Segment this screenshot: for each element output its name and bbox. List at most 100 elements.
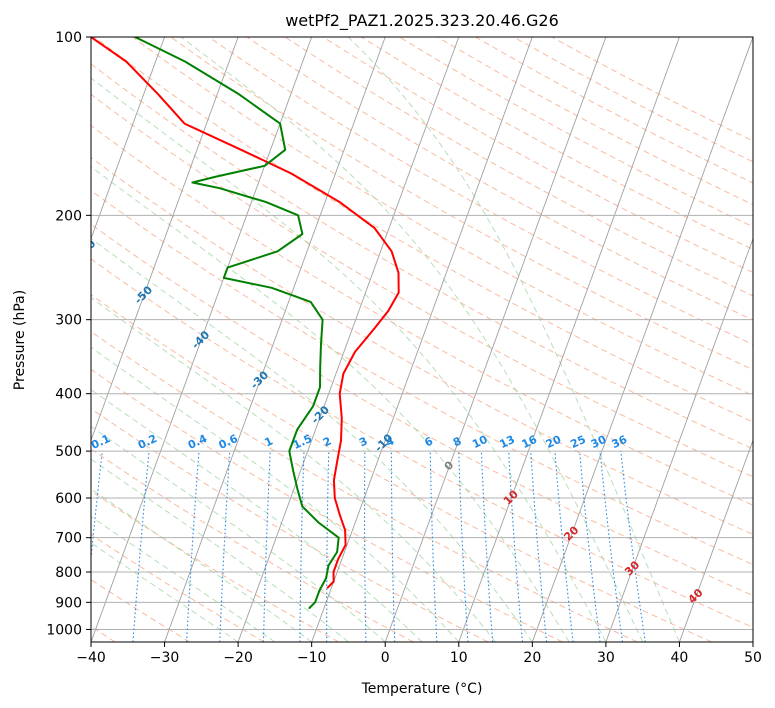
x-tick-label: 0 — [381, 650, 390, 666]
dry-adiabat-line — [91, 93, 753, 478]
temperature-profile-line — [91, 37, 400, 589]
isotherm-label: 20 — [561, 523, 581, 543]
mixing-ratio-label: 0.6 — [217, 432, 240, 452]
mixing-ratio-lines — [91, 451, 646, 642]
isotherm-label: -30 — [248, 368, 271, 391]
isotherm-line — [311, 37, 533, 642]
mixing-ratio-label: 25 — [568, 433, 587, 451]
dry-adiabat-line — [91, 156, 753, 536]
moist-adiabat-line — [91, 458, 349, 642]
x-axis-ticks: −40 −30 −20 −10 0 10 20 30 40 50 — [76, 642, 762, 666]
y-tick-label: 1000 — [46, 622, 82, 638]
mixing-ratio-line — [579, 451, 601, 642]
y-tick-label: 500 — [55, 444, 82, 460]
moist-adiabat-line — [91, 346, 460, 642]
isotherm-label: -60 — [75, 237, 98, 260]
y-axis-ticks: 1000 900 800 700 600 500 400 300 200 100 — [46, 30, 91, 638]
moist-adiabat-line — [91, 77, 607, 642]
isotherm-label: 0 — [442, 458, 457, 473]
isotherm-line — [237, 37, 460, 642]
y-tick-label: 700 — [55, 531, 82, 547]
dry-adiabat-line — [550, 37, 753, 142]
moist-adiabat-line — [91, 542, 239, 642]
isotherm-label: -40 — [189, 328, 212, 351]
mixing-ratio-line — [429, 451, 438, 642]
mixing-ratio-label: 30 — [589, 433, 609, 451]
x-tick-label: 40 — [671, 650, 689, 666]
dry-adiabat-line — [91, 368, 563, 642]
mixing-ratio-labels: 0.1 0.2 0.4 0.6 1 1.5 2 3 4 6 8 10 13 16 20 25 30 36 — [91, 432, 629, 452]
mixing-ratio-label: 10 — [470, 433, 490, 451]
dry-adiabat-line — [436, 37, 753, 206]
moist-adiabat-line — [91, 297, 496, 642]
dry-adiabat-line — [360, 37, 753, 250]
mixing-ratio-line — [458, 451, 469, 642]
isobar-gridlines — [91, 37, 753, 630]
dry-adiabat-line — [131, 37, 753, 397]
dry-adiabat-line — [91, 490, 340, 642]
mixing-ratio-line — [364, 451, 367, 642]
y-tick-label: 600 — [55, 491, 82, 507]
mixing-ratio-line — [299, 451, 305, 642]
dry-adiabat-line — [322, 37, 753, 273]
dry-adiabat-line — [91, 533, 265, 642]
mixing-ratio-label: 13 — [498, 433, 517, 451]
y-tick-label: 200 — [55, 208, 82, 224]
dry-adiabat-line — [91, 330, 638, 642]
mixing-ratio-label: 1 — [263, 434, 275, 449]
y-tick-label: 900 — [55, 595, 82, 611]
isotherms — [91, 37, 753, 642]
y-tick-label: 800 — [55, 565, 82, 581]
mixing-ratio-label: 16 — [520, 433, 540, 451]
isotherm-line — [458, 37, 680, 642]
dry-adiabat-line — [91, 294, 713, 642]
mixing-ratio-line — [508, 451, 524, 642]
chart-title: wetPf2_PAZ1.2025.323.20.46.G26 — [285, 11, 559, 31]
isotherm-line — [605, 237, 753, 642]
x-tick-label: 50 — [744, 650, 762, 666]
dry-adiabat-line — [474, 37, 753, 184]
dry-adiabat-line — [512, 37, 753, 163]
isotherm-line — [91, 37, 313, 642]
mixing-ratio-label: 2 — [321, 434, 333, 449]
moist-adiabat-line — [347, 37, 680, 642]
mixing-ratio-label: 8 — [451, 434, 463, 449]
isotherm-line — [91, 37, 165, 240]
plot-frame — [90, 36, 754, 643]
mixing-ratio-line — [480, 451, 494, 642]
isotherm-line — [164, 37, 386, 642]
y-tick-label: 400 — [55, 387, 82, 403]
mixing-ratio-line — [326, 451, 330, 642]
dry-adiabat-line — [91, 408, 489, 642]
dry-adiabat-line — [207, 37, 753, 346]
isotherm-label: 10 — [501, 487, 521, 507]
moist-adiabat-line — [91, 237, 533, 642]
isotherm-line — [679, 439, 753, 642]
mixing-ratio-line — [530, 451, 548, 642]
x-tick-label: 30 — [597, 650, 615, 666]
mixing-ratio-line — [132, 451, 150, 642]
dry-adiabat-line — [91, 258, 753, 628]
dry-adiabat-line — [284, 37, 753, 297]
isotherm-line — [384, 37, 607, 642]
dry-adiabat-line — [91, 124, 753, 506]
x-axis-label: Temperature (°C) — [361, 681, 483, 697]
x-tick-label: −30 — [150, 650, 180, 666]
isotherm-line — [91, 37, 239, 442]
dry-adiabat-line — [398, 37, 753, 228]
dry-adiabat-line — [91, 223, 753, 597]
dry-adiabats — [91, 37, 753, 642]
mixing-ratio-label: 6 — [423, 434, 436, 449]
dry-adiabat-line — [91, 63, 753, 450]
x-tick-label: −10 — [297, 650, 327, 666]
mixing-ratio-line — [186, 451, 200, 642]
mixing-ratio-line — [620, 451, 646, 642]
y-tick-label: 300 — [55, 313, 82, 329]
moist-adiabat-line — [91, 425, 386, 642]
x-tick-label: −40 — [76, 650, 106, 666]
dry-adiabat-line — [93, 37, 753, 423]
y-axis-label: Pressure (hPa) — [12, 290, 28, 390]
isotherm-label: -50 — [132, 283, 155, 306]
isotherm-label: 40 — [686, 586, 706, 606]
